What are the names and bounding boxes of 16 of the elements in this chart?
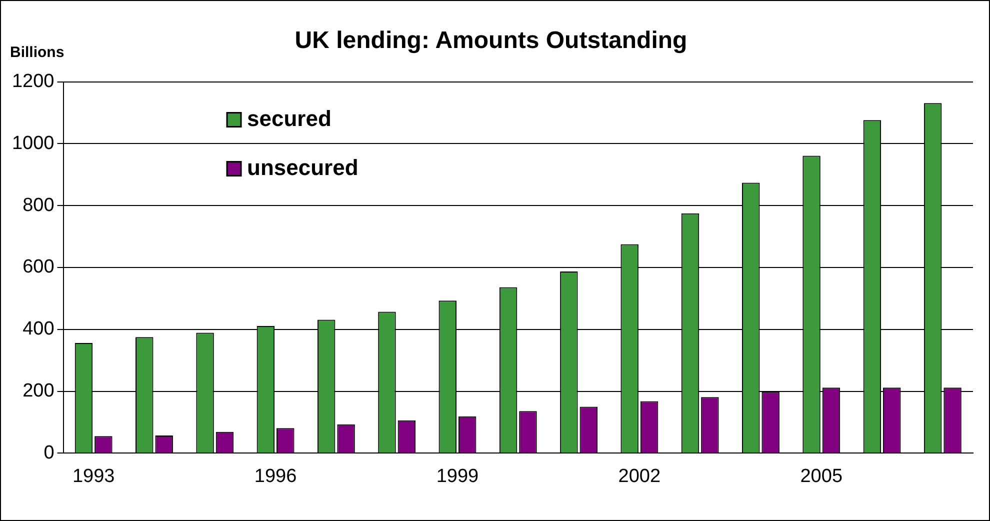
legend-label: unsecured <box>247 154 358 180</box>
x-tick-label: 1996 <box>254 466 297 487</box>
x-tick-label: 2002 <box>618 466 661 487</box>
x-tick-label: 1993 <box>72 466 115 487</box>
legend-label: secured <box>247 106 332 131</box>
chart-title: UK lending: Amounts Outstanding <box>294 27 688 54</box>
y-tick-label: 1200 <box>12 71 54 92</box>
y-tick-label: 800 <box>22 194 54 216</box>
y-tick-label: 1000 <box>12 132 54 154</box>
y-tick-label: 200 <box>22 380 54 402</box>
x-tick-label: 2005 <box>800 466 843 487</box>
y-tick-label: 0 <box>44 442 54 464</box>
y-tick-label: 600 <box>22 256 54 278</box>
y-tick-label: 400 <box>22 318 54 340</box>
y-axis-title: Billions <box>10 44 64 62</box>
x-tick-label: 1999 <box>436 466 479 487</box>
